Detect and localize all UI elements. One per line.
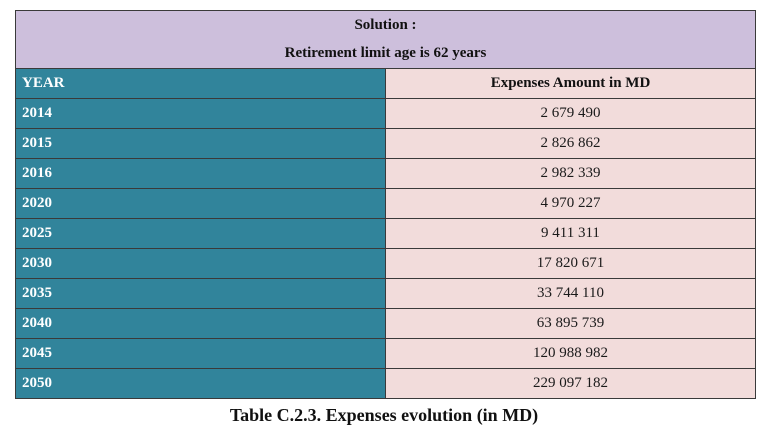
year-cell: 2040 (15, 308, 386, 339)
year-cell: 2015 (15, 128, 386, 159)
table-row: 2015 2 826 862 (15, 128, 756, 159)
amount-cell: 33 744 110 (385, 278, 756, 309)
table-row: 2030 17 820 671 (15, 248, 756, 279)
solution-label: Solution : (354, 17, 417, 33)
year-cell: 2025 (15, 218, 386, 249)
year-column-header: YEAR (15, 68, 386, 99)
table-row: 2014 2 679 490 (15, 98, 756, 129)
expenses-table: Solution : Retirement limit age is 62 ye… (15, 10, 756, 399)
amount-cell: 2 982 339 (385, 158, 756, 189)
amount-cell: 17 820 671 (385, 248, 756, 279)
retirement-limit-text: Retirement limit age is 62 years (284, 45, 487, 61)
table-header-row: Solution : Retirement limit age is 62 ye… (15, 10, 756, 69)
amount-cell: 2 679 490 (385, 98, 756, 129)
amount-cell: 4 970 227 (385, 188, 756, 219)
year-cell: 2014 (15, 98, 386, 129)
amount-cell: 2 826 862 (385, 128, 756, 159)
amount-column-header: Expenses Amount in MD (385, 68, 756, 99)
amount-cell: 120 988 982 (385, 338, 756, 369)
table-caption: Table C.2.3. Expenses evolution (in MD) (229, 405, 539, 425)
year-cell: 2050 (15, 368, 386, 399)
year-cell: 2035 (15, 278, 386, 309)
column-header-row: YEAR Expenses Amount in MD (15, 68, 756, 99)
table-row: 2035 33 744 110 (15, 278, 756, 309)
table-row: 2025 9 411 311 (15, 218, 756, 249)
table-row: 2050 229 097 182 (15, 368, 756, 399)
table-row: 2016 2 982 339 (15, 158, 756, 189)
amount-cell: 9 411 311 (385, 218, 756, 249)
table-title-cell: Solution : Retirement limit age is 62 ye… (15, 10, 756, 69)
table-row: 2020 4 970 227 (15, 188, 756, 219)
year-cell: 2016 (15, 158, 386, 189)
table-row: 2045 120 988 982 (15, 338, 756, 369)
year-cell: 2030 (15, 248, 386, 279)
amount-cell: 63 895 739 (385, 308, 756, 339)
amount-cell: 229 097 182 (385, 368, 756, 399)
year-cell: 2020 (15, 188, 386, 219)
table-row: 2040 63 895 739 (15, 308, 756, 339)
year-cell: 2045 (15, 338, 386, 369)
